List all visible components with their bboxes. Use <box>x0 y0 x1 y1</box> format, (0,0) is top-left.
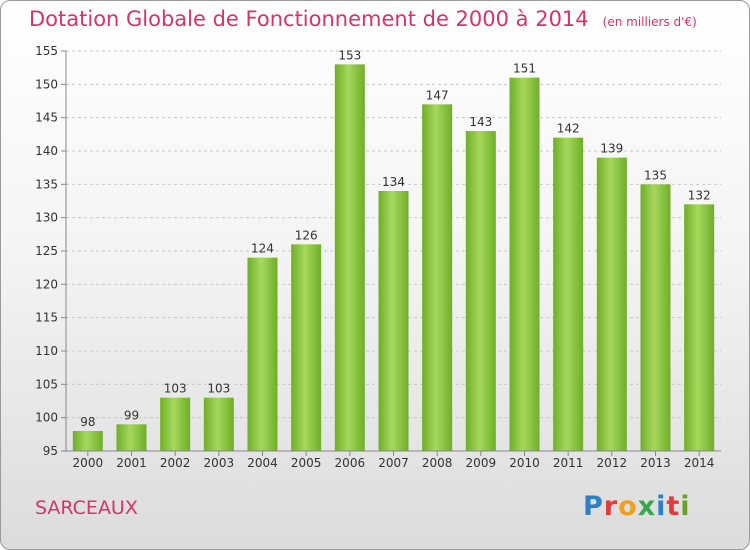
bar <box>465 131 496 451</box>
logo-letter: r <box>603 491 619 522</box>
bar <box>684 204 715 451</box>
proxiti-logo: Proxiti <box>583 491 691 522</box>
y-tick-label: 110 <box>35 344 58 358</box>
bar <box>291 244 322 451</box>
x-tick-label: 2001 <box>116 456 147 470</box>
y-tick-label: 120 <box>35 277 58 291</box>
bar <box>422 104 453 451</box>
bar <box>596 157 627 451</box>
y-tick-label: 95 <box>43 444 58 458</box>
y-tick-label: 135 <box>35 177 58 191</box>
bar-value-label: 142 <box>557 122 580 136</box>
bar <box>509 77 540 452</box>
chart-title-text: Dotation Globale de Fonctionnement de 20… <box>29 7 589 31</box>
bar <box>116 424 147 451</box>
x-tick-label: 2013 <box>640 456 671 470</box>
bar-value-label: 98 <box>80 415 95 429</box>
bar-value-label: 103 <box>207 382 230 396</box>
x-tick-label: 2011 <box>553 456 584 470</box>
bar <box>160 397 191 451</box>
bar-value-label: 153 <box>338 48 361 62</box>
logo-letter: P <box>583 491 604 522</box>
y-tick-label: 105 <box>35 377 58 391</box>
logo-letter: t <box>666 491 681 522</box>
y-tick-label: 125 <box>35 244 58 258</box>
bars: 98 99 103 103 124 126 153 134 147 143 151 142 139 135… <box>72 48 715 452</box>
x-tick-label: 2008 <box>422 456 453 470</box>
y-axis: 95 100 105 110 115 120 125 130 135 140 145 150 155 <box>35 44 67 458</box>
bar-value-label: 135 <box>644 168 667 182</box>
bar-value-label: 103 <box>164 382 187 396</box>
bar <box>203 397 234 451</box>
logo-letter: o <box>618 491 638 522</box>
bar-value-label: 99 <box>124 408 139 422</box>
bar-value-label: 132 <box>688 188 711 202</box>
x-tick-label: 2010 <box>509 456 540 470</box>
x-tick-label: 2006 <box>335 456 366 470</box>
bar-value-label: 124 <box>251 242 274 256</box>
chart-unit: (en milliers d'€) <box>602 15 697 29</box>
bar <box>334 64 365 452</box>
y-tick-label: 150 <box>35 77 58 91</box>
y-tick-label: 140 <box>35 144 58 158</box>
bar-value-label: 126 <box>295 228 318 242</box>
logo-letter: i <box>656 491 667 522</box>
bar <box>640 184 671 452</box>
y-tick-label: 155 <box>35 44 58 58</box>
x-tick-label: 2005 <box>291 456 322 470</box>
bar <box>247 257 278 451</box>
y-tick-label: 145 <box>35 111 58 125</box>
y-tick-label: 115 <box>35 311 58 325</box>
x-tick-label: 2002 <box>160 456 191 470</box>
x-tick-label: 2004 <box>247 456 278 470</box>
bar-value-label: 134 <box>382 175 405 189</box>
y-tick-label: 100 <box>35 411 58 425</box>
bar-value-label: 151 <box>513 62 536 76</box>
x-tick-label: 2009 <box>466 456 497 470</box>
x-tick-label: 2003 <box>204 456 235 470</box>
x-tick-label: 2007 <box>378 456 409 470</box>
x-tick-label: 2012 <box>597 456 628 470</box>
bar-value-label: 143 <box>469 115 492 129</box>
bar <box>553 137 584 451</box>
bar <box>378 191 409 451</box>
x-tick-label: 2014 <box>684 456 715 470</box>
logo-letter: x <box>637 491 657 522</box>
place-name: SARCEAUX <box>35 497 138 519</box>
y-tick-label: 130 <box>35 211 58 225</box>
logo-letter: i <box>680 491 691 522</box>
x-tick-label: 2000 <box>73 456 104 470</box>
chart-title: Dotation Globale de Fonctionnement de 20… <box>29 7 697 31</box>
x-axis: 2000 2001 2002 2003 2004 2005 2006 2007 2008 2009… <box>66 450 721 470</box>
bar-value-label: 147 <box>426 88 449 102</box>
bar-value-label: 139 <box>600 142 623 156</box>
bar <box>72 431 103 451</box>
